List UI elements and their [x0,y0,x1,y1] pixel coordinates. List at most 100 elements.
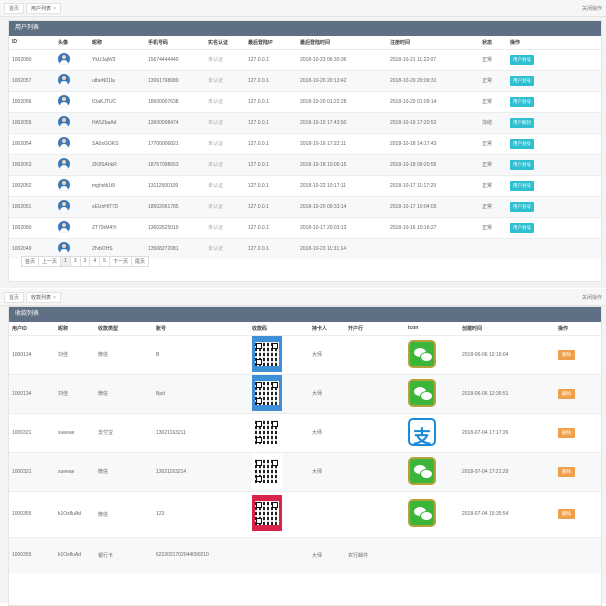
qrcode-image [252,414,282,450]
cell-nickname: ZK8SAhkR [89,153,145,175]
cell-status: 正常 [479,153,507,175]
ban-user-button[interactable]: 用户解封 [510,117,534,128]
close-icon[interactable]: × [53,6,56,12]
cell-account: Bpd [153,373,249,413]
table-header: 用户ID 昵称 收款类型 账号 收款码 持卡人 开户行 icon 创建时间 操作 [9,322,601,335]
wechat-icon [408,378,436,407]
col-header: 状态 [482,39,493,46]
table-row: 1000134 刘佳 微信 Bpd 大师 2018-06-06 12:36:51 删除 [9,373,601,413]
page-link[interactable]: 首页 [21,256,40,267]
qrcode-image [252,375,282,411]
cell-qrcode [249,536,309,573]
delete-button[interactable]: 删除 [558,388,575,399]
page-link[interactable]: 下一页 [108,256,132,267]
table-row: 1002056 IOaKJTUC 18600007638 未认证 127.0.0.1 20… [9,90,601,112]
tab-user-list[interactable]: 用户列表 × [26,3,61,14]
delete-button[interactable]: 删除 [558,427,575,438]
payment-table: 用户ID 昵称 收款类型 账号 收款码 持卡人 开户行 icon 创建时间 操作… [9,322,601,573]
cell-auth: 未认证 [205,195,245,217]
ban-user-button[interactable]: 用户封号 [510,54,534,65]
close-operations-button[interactable]: 关闭操作 [581,295,602,301]
cell-status: 正常 [479,174,507,196]
cell-phone: 18600007638 [145,90,205,112]
cell-nickname: ZT79rM4Yi [89,216,145,238]
cell-nickname: ZfvbOHS [89,237,145,259]
close-operations-button[interactable]: 关闭操作 [581,6,602,12]
cell-avatar [55,195,89,217]
cell-action: 用户封号 [507,48,601,70]
ban-user-button[interactable]: 用户封号 [510,180,534,191]
delete-button[interactable]: 删除 [558,466,575,477]
tab-bar: 首页 用户列表 × 关闭操作 [0,0,606,17]
cell-pay-type: 银行卡 [95,536,153,573]
cell-bank [345,373,405,413]
cell-avatar [55,48,89,70]
qr-eye [256,381,262,388]
tab-home[interactable]: 首页 [4,3,25,14]
ban-user-button[interactable]: 用户封号 [510,159,534,170]
cell-id: 1002057 [9,69,55,91]
cell-pay-type: 微信 [95,490,153,537]
cell-status: 正常 [479,69,507,91]
payment-list-panel: 收款列表 用户ID 昵称 收款类型 账号 收款码 持卡人 开户行 icon 创建… [8,306,602,606]
ban-user-button[interactable]: 用户封号 [510,222,534,233]
tab-home[interactable]: 首页 [4,292,25,303]
cell-icon [405,451,459,491]
qr-eye [272,420,278,427]
cell-id: 1002052 [9,174,55,196]
qr-eye [256,459,262,466]
cell-pay-type: 微信 [95,373,153,413]
cell-id: 1002051 [9,195,55,217]
qr-eye [256,475,262,482]
page-link[interactable]: 尾页 [130,256,149,267]
cell-phone: 13061798089 [145,69,205,91]
ban-user-button[interactable]: 用户封号 [510,138,534,149]
col-header: 实名认证 [208,39,229,46]
cell-icon [405,536,459,573]
cell-account: 6222021702044090210 [153,536,249,573]
cell-user-id: 1000321 [9,451,55,491]
cell-auth: 未认证 [205,216,245,238]
close-icon[interactable]: × [53,295,56,301]
cell-phone: 18502061785 [145,195,205,217]
cell-qrcode [249,412,309,452]
qr-eye [256,397,262,404]
page-link[interactable]: 上一页 [38,256,62,267]
cell-user-id: 1000355 [9,490,55,537]
delete-button[interactable]: 删除 [558,349,575,360]
cell-action: 用户封号 [507,174,601,196]
cell-register-time: 2018-10-19 17:20:52 [387,111,479,133]
cell-last-login: 2018-10-17 20:03:13 [297,216,387,238]
cell-avatar [55,174,89,196]
cell-nickname: YkUJajW3 [89,48,145,70]
cell-created-time [459,536,555,573]
wechat-icon [408,499,436,527]
table-header: ID 头像 昵称 手机号码 实名认证 最后登陆IP 最后登陆时间 注册时间 状态… [9,36,601,49]
col-header: 操作 [510,39,521,46]
cell-qrcode [249,451,309,491]
ban-user-button[interactable]: 用户封号 [510,201,534,212]
cell-ip: 127.0.0.1 [245,237,297,259]
cell-auth: 未认证 [205,48,245,70]
tab-payment-list[interactable]: 收款列表 × [26,292,61,303]
cell-action: 用户封号 [507,90,601,112]
cell-last-login: 2018-10-19 17:43:50 [297,111,387,133]
cell-avatar [55,132,89,154]
ban-user-button[interactable]: 用户封号 [510,75,534,86]
avatar [58,73,70,86]
cell-qrcode [249,490,309,537]
cell-created-time: 2018-06-06 12:36:51 [459,373,555,413]
cell-icon [405,334,459,374]
cell-register-time: 2018-10-21 11:22:07 [387,48,479,70]
cell-status: 正常 [479,132,507,154]
cell-user-id: 1000355 [9,536,55,573]
ban-user-button[interactable]: 用户封号 [510,96,534,107]
cell-user-id: 1000134 [9,334,55,374]
cell-id: 1002050 [9,48,55,70]
table-row: 1000355 k1OsfluAd 银行卡 6222021702044090210 大师… [9,536,601,573]
cell-status: 正常 [479,216,507,238]
delete-button[interactable]: 删除 [558,509,575,519]
cell-action [555,536,601,573]
qr-eye [256,502,262,508]
cell-bank [345,490,405,537]
